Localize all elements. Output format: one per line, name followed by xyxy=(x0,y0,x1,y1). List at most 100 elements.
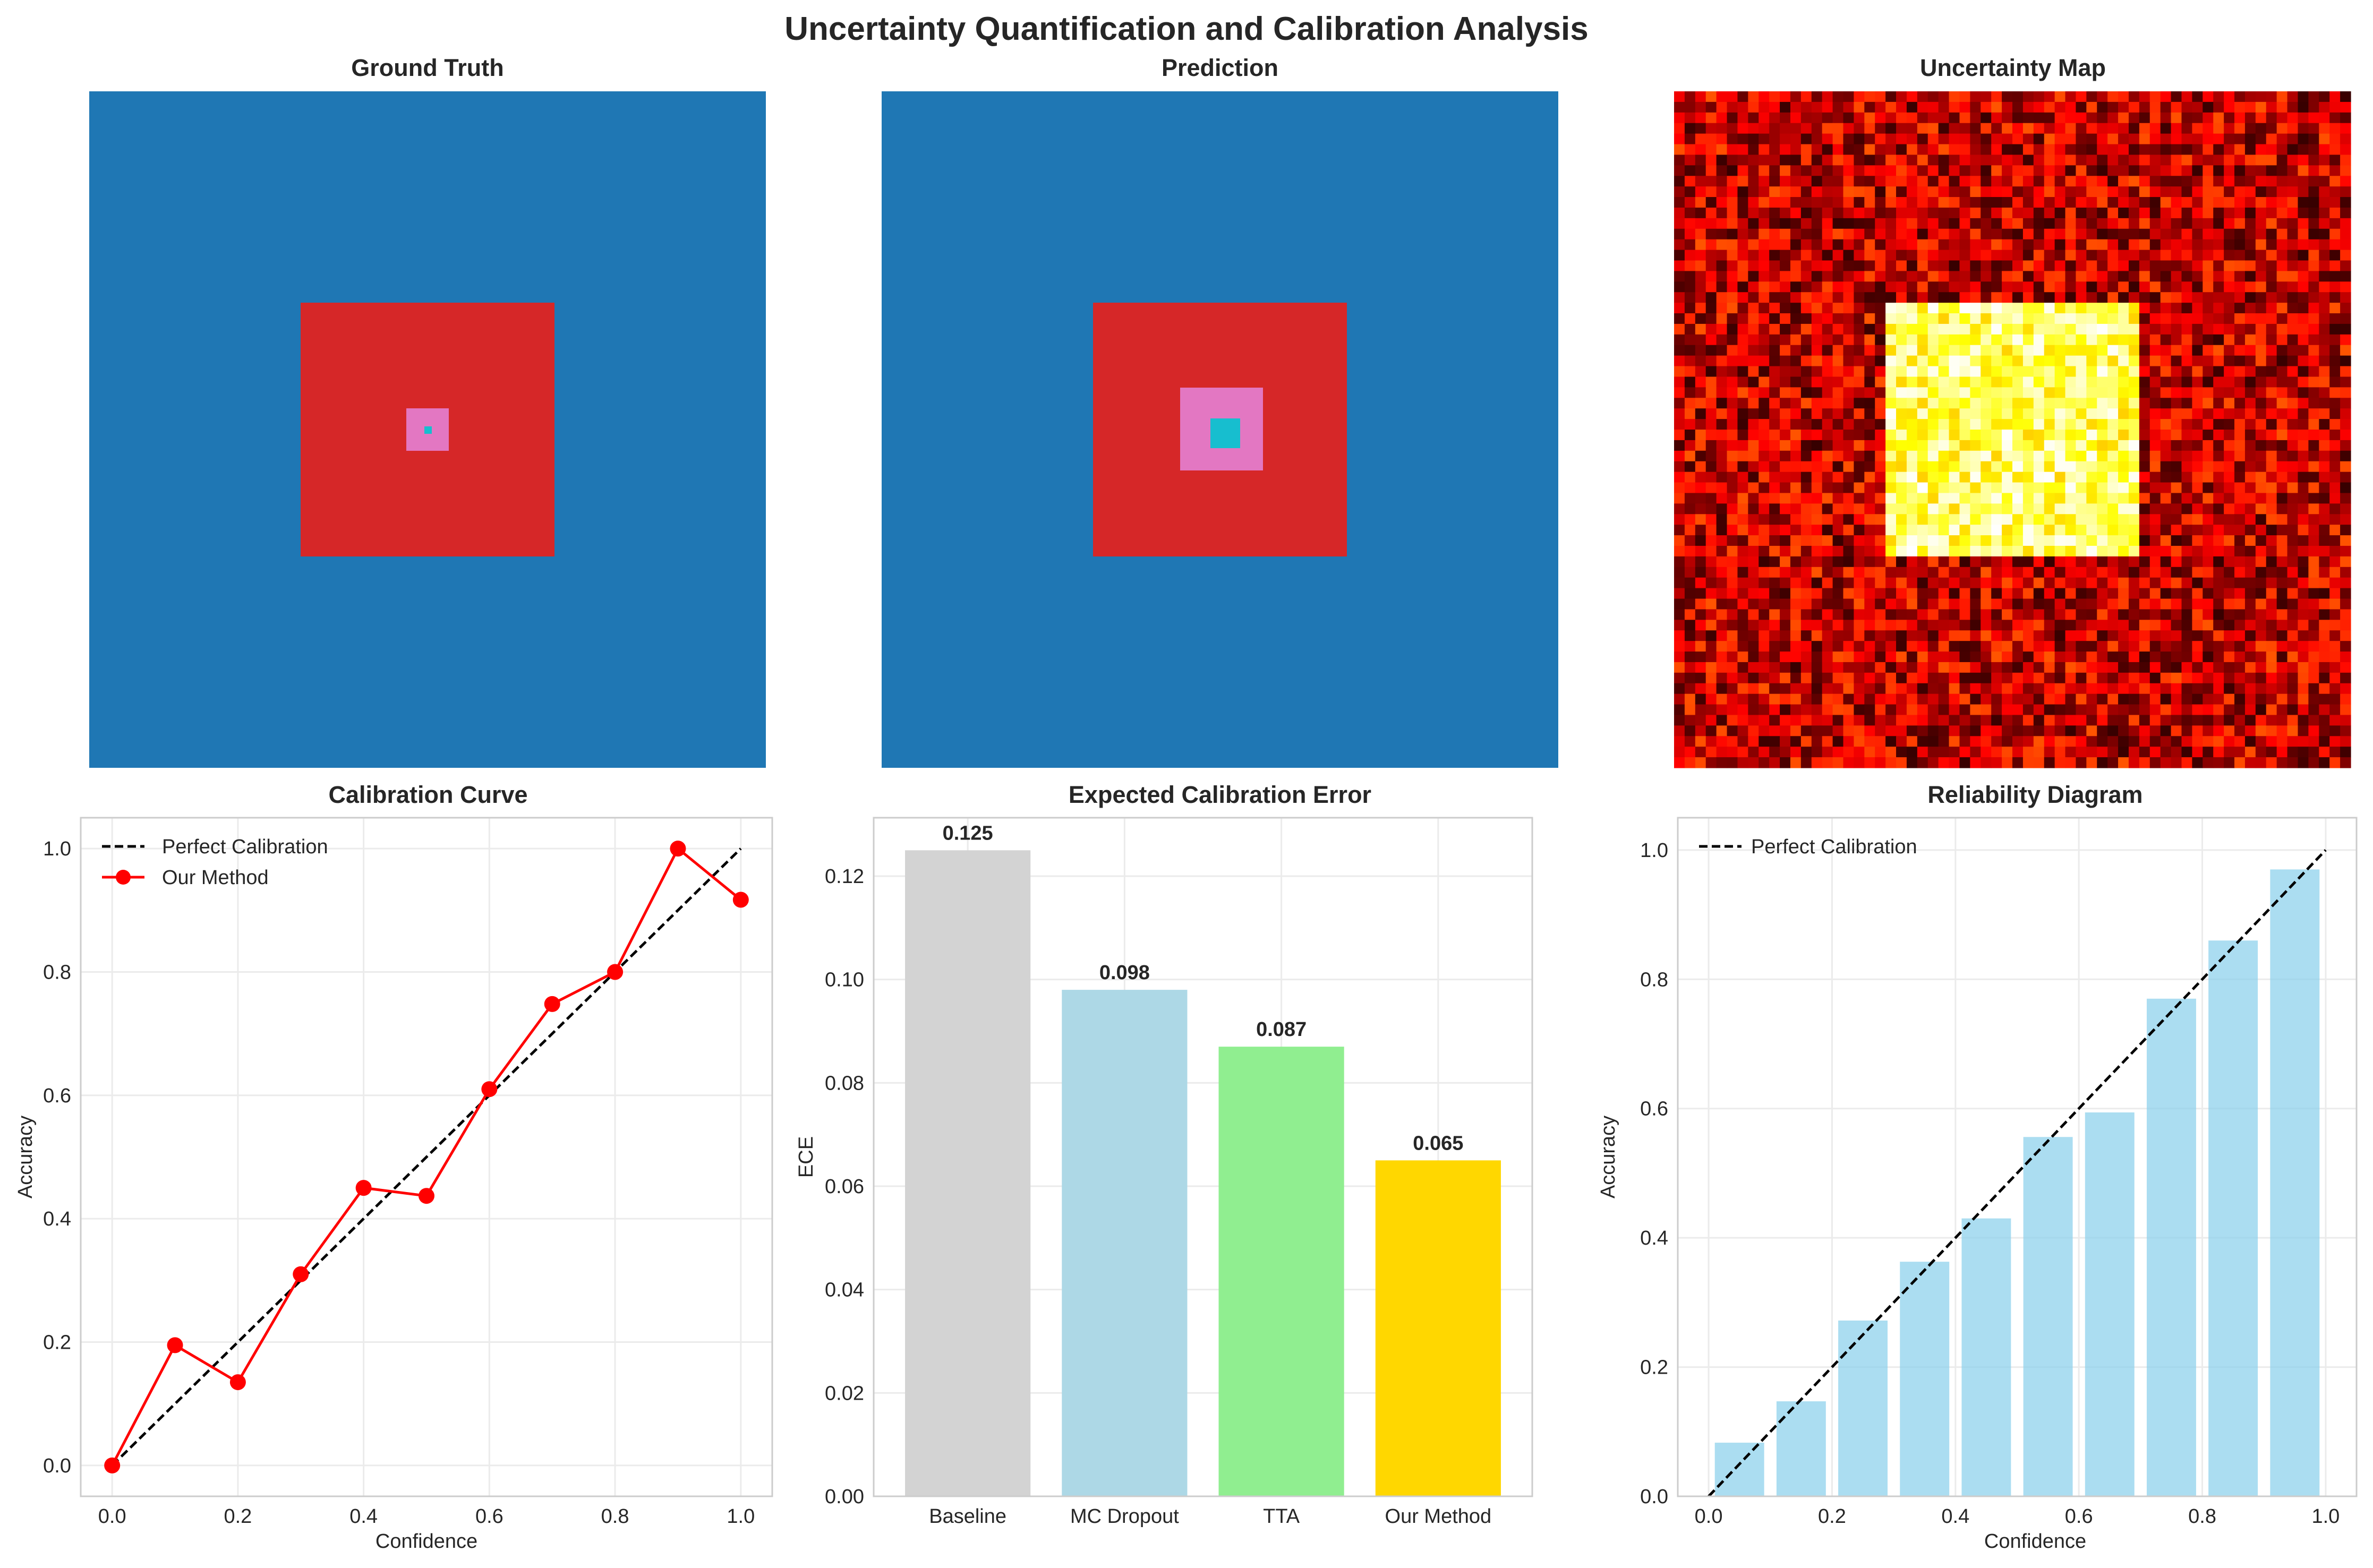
heatmap-cell xyxy=(1674,757,1685,768)
x-tick-label: 0.6 xyxy=(2065,1505,2093,1528)
heatmap-cell xyxy=(2022,387,2034,398)
heatmap-cell xyxy=(2022,693,2034,705)
heatmap-cell xyxy=(2054,186,2066,198)
heatmap-cell xyxy=(1875,472,1886,483)
heatmap-cell xyxy=(1790,165,1802,176)
heatmap-cell xyxy=(2086,482,2097,494)
heatmap-cell xyxy=(1917,355,1928,367)
heatmap-cell xyxy=(2308,91,2319,102)
heatmap-cell xyxy=(1949,641,1960,652)
heatmap-cell xyxy=(1981,281,1992,293)
heatmap-cell xyxy=(1684,567,1696,578)
heatmap-cell xyxy=(1843,123,1855,134)
heatmap-cell xyxy=(2149,112,2161,124)
heatmap-cell xyxy=(2086,376,2097,388)
heatmap-cell xyxy=(2128,281,2140,293)
heatmap-cell xyxy=(2266,535,2277,546)
heatmap-cell xyxy=(1949,165,1960,176)
heatmap-cell xyxy=(1896,609,1907,620)
heatmap-cell xyxy=(1896,482,1907,494)
heatmap-cell xyxy=(2107,715,2119,726)
heatmap-cell xyxy=(2139,598,2150,610)
heatmap-cell xyxy=(2298,609,2309,620)
heatmap-cell xyxy=(2149,598,2161,610)
heatmap-cell xyxy=(2224,525,2235,536)
heatmap-cell xyxy=(1991,472,2002,483)
heatmap-cell xyxy=(2118,609,2129,620)
heatmap-cell xyxy=(2276,376,2288,388)
heatmap-cell xyxy=(2308,609,2319,620)
heatmap-cell xyxy=(1843,112,1855,124)
heatmap-cell xyxy=(2171,493,2182,504)
heatmap-cell xyxy=(1705,757,1717,768)
heatmap-cell xyxy=(1959,376,1970,388)
heatmap-cell xyxy=(2171,662,2182,673)
heatmap-cell xyxy=(2054,207,2066,219)
heatmap-cell xyxy=(1949,345,1960,356)
heatmap-cell xyxy=(2012,715,2024,726)
heatmap-cell xyxy=(2022,736,2034,747)
heatmap-cell xyxy=(2298,345,2309,356)
heatmap-cell xyxy=(1748,313,1759,324)
heatmap-cell xyxy=(2340,271,2351,282)
heatmap-cell xyxy=(1917,345,1928,356)
heatmap-cell xyxy=(2329,630,2341,641)
heatmap-cell xyxy=(1748,250,1759,261)
heatmap-cell xyxy=(2002,704,2013,716)
legend-method-label: Our Method xyxy=(162,867,269,889)
heatmap-cell xyxy=(1981,313,1992,324)
heatmap-cell xyxy=(2160,725,2172,736)
heatmap-cell xyxy=(1959,207,1970,219)
heatmap-cell xyxy=(2255,387,2267,398)
heatmap-cell xyxy=(1769,112,1780,124)
heatmap-cell xyxy=(2213,757,2224,768)
heatmap-cell xyxy=(2012,303,2024,314)
heatmap-cell xyxy=(2022,176,2034,187)
heatmap-cell xyxy=(1695,419,1706,430)
heatmap-cell xyxy=(1875,725,1886,736)
heatmap-cell xyxy=(2022,408,2034,419)
heatmap-cell xyxy=(2065,609,2077,620)
heatmap-cell xyxy=(1727,186,1738,198)
heatmap-cell xyxy=(2224,472,2235,483)
heatmap-cell xyxy=(2319,260,2330,272)
heatmap-cell xyxy=(2234,313,2246,324)
heatmap-cell xyxy=(2149,683,2161,695)
heatmap-cell xyxy=(2224,313,2235,324)
heatmap-cell xyxy=(1896,345,1907,356)
heatmap-cell xyxy=(1800,101,1812,113)
heatmap-cell xyxy=(2149,556,2161,568)
heatmap-cell xyxy=(1917,450,1928,462)
heatmap-cell xyxy=(1906,525,1918,536)
heatmap-cell xyxy=(1695,556,1706,568)
heatmap-cell xyxy=(2244,419,2256,430)
heatmap-cell xyxy=(1800,535,1812,546)
heatmap-cell xyxy=(1780,345,1791,356)
heatmap-cell xyxy=(1917,704,1928,716)
heatmap-cell xyxy=(1684,440,1696,451)
heatmap-cell xyxy=(1800,514,1812,525)
heatmap-cell xyxy=(2097,91,2108,102)
heatmap-cell xyxy=(2287,419,2299,430)
heatmap-cell xyxy=(2224,197,2235,208)
heatmap-cell xyxy=(2097,419,2108,430)
heatmap-cell xyxy=(1727,514,1738,525)
heatmap-cell xyxy=(2054,450,2066,462)
heatmap-cell xyxy=(2097,155,2108,166)
heatmap-cell xyxy=(1970,704,1981,716)
heatmap-cell xyxy=(2012,493,2024,504)
heatmap-cell xyxy=(1949,101,1960,113)
heatmap-cell xyxy=(2234,736,2246,747)
heatmap-cell xyxy=(1684,176,1696,187)
heatmap-cell xyxy=(1927,693,1939,705)
heatmap-cell xyxy=(2086,419,2097,430)
heatmap-cell xyxy=(1832,556,1844,568)
heatmap-cell xyxy=(1822,440,1833,451)
heatmap-cell xyxy=(1800,503,1812,515)
heatmap-cell xyxy=(2234,450,2246,462)
heatmap-cell xyxy=(1716,472,1728,483)
heatmap-cell xyxy=(2012,482,2024,494)
heatmap-cell xyxy=(1938,260,1950,272)
heatmap-cell xyxy=(1854,588,1865,599)
